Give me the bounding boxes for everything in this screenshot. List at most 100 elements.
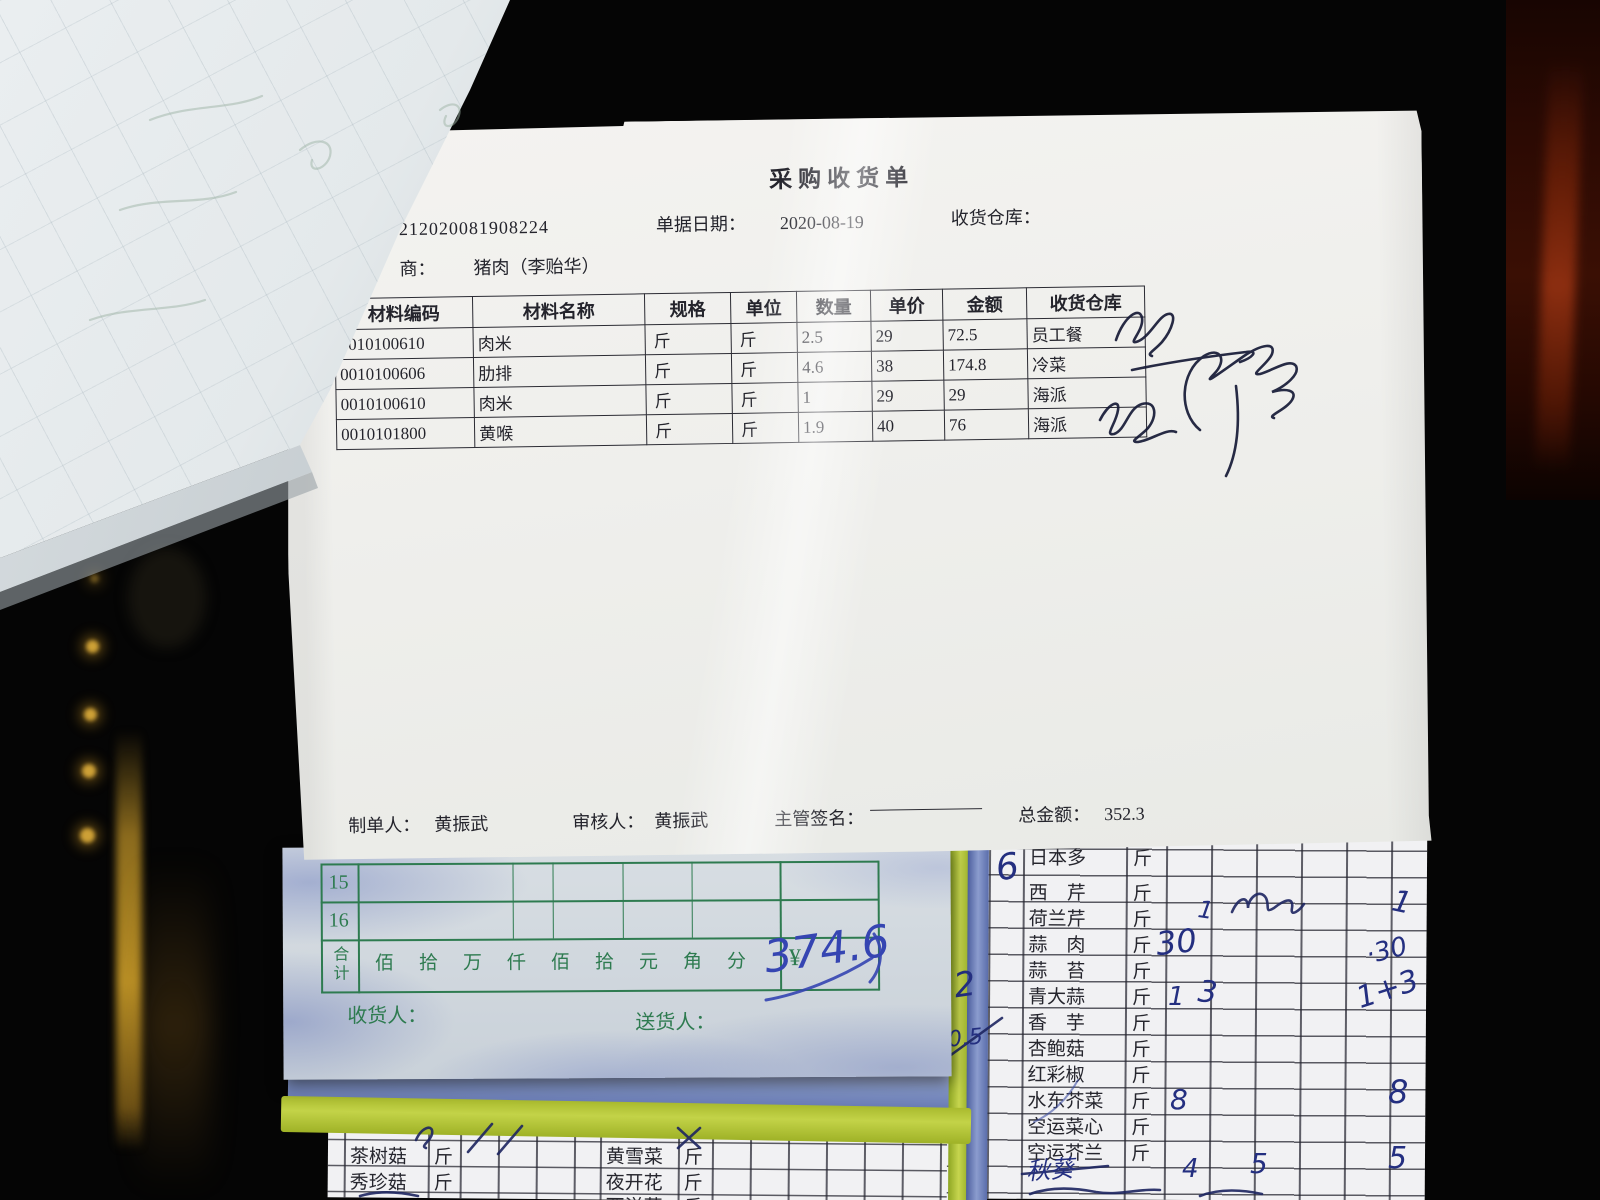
item-name: 黄雪菜	[605, 1146, 664, 1169]
checker-name: 黄振武	[654, 810, 709, 832]
item-name: 杏鲍菇	[1027, 1038, 1085, 1061]
date-value: 2020-08-19	[779, 211, 865, 234]
cell-spec: 斤	[646, 383, 732, 414]
warehouse-label: 收货仓库：	[950, 207, 1041, 229]
handwritten-qty: 2	[951, 963, 979, 1007]
item-unit: 斤	[1132, 987, 1152, 1009]
item-name: 秀珍菇	[349, 1172, 407, 1194]
item-name: 荷兰芹	[1028, 908, 1086, 931]
gold-light-streak	[116, 730, 142, 1150]
cell-qty: 1	[798, 381, 872, 412]
cell-unit: 斤	[732, 412, 798, 443]
handwritten-qty: 6	[993, 845, 1022, 890]
handwritten-qty: 4	[1182, 1154, 1199, 1184]
cell-name: 肋排	[473, 355, 645, 388]
deliverer-label: 送货人：	[635, 1011, 716, 1034]
page-title: 采购收货单	[768, 165, 915, 193]
denomination: 万	[462, 952, 483, 974]
handwritten-qty: 8	[1170, 1083, 1188, 1116]
item-name: 西 芹	[1028, 882, 1086, 905]
item-unit: 斤	[683, 1192, 702, 1200]
handwritten-qty: 30	[1154, 920, 1199, 964]
cell-amount: 72.5	[943, 319, 1027, 350]
receiver-label: 收货人：	[347, 1004, 428, 1028]
col-header: 收货仓库	[1026, 286, 1144, 319]
col-header: 材料名称	[472, 294, 644, 328]
date-label: 单据日期：	[655, 213, 747, 236]
supplier-label: 商：	[399, 258, 436, 280]
sign-label: 主管签名：	[774, 807, 865, 830]
materials-table: 材料编码 材料名称 规格 单位 数量 单价 金额 收货仓库 0010100610…	[334, 285, 1147, 450]
item-unit: 斤	[433, 1147, 454, 1169]
glow-dot	[86, 640, 99, 653]
handwritten-qty: 3	[1196, 974, 1219, 1011]
item-unit: 斤	[1131, 1117, 1151, 1139]
cell-unit: 斤	[731, 352, 797, 383]
cell-code: 0010100606	[335, 358, 473, 390]
checker-label: 审核人：	[572, 811, 645, 833]
item-name: 西洋菜	[605, 1192, 662, 1200]
cell-code: 0010100610	[336, 388, 474, 420]
col-header: 金额	[942, 288, 1026, 320]
row-number: 16	[328, 909, 349, 932]
cell-name: 肉米	[473, 325, 645, 358]
cell-qty: 1.9	[798, 411, 872, 442]
item-unit: 斤	[1131, 1013, 1152, 1035]
cell-price: 29	[872, 380, 944, 411]
item-unit: 斤	[1131, 1065, 1151, 1087]
cell-spec: 斤	[645, 353, 731, 384]
cell-code: 0010100610	[335, 328, 473, 360]
cell-unit: 斤	[731, 322, 797, 353]
handwritten-qty: 5	[1388, 1141, 1408, 1176]
item-unit: 斤	[1130, 1143, 1151, 1165]
maker-name: 黄振武	[434, 813, 489, 835]
cell-price: 40	[872, 410, 944, 441]
item-unit: 斤	[1132, 909, 1152, 931]
item-name: 空运菜心	[1027, 1116, 1104, 1139]
item-name: 水东芥菜	[1027, 1090, 1104, 1113]
cell-name: 黄喉	[474, 415, 646, 448]
cell-unit: 斤	[732, 382, 798, 413]
maker-label: 制单人：	[348, 814, 421, 837]
cell-code: 0010101800	[336, 418, 474, 450]
denomination: 佰	[550, 952, 571, 974]
denomination: 元	[638, 951, 659, 973]
item-name: 香 芋	[1027, 1012, 1086, 1035]
glow-dot	[82, 764, 96, 778]
item-name: 茶树菇	[349, 1146, 408, 1168]
col-header: 单价	[870, 289, 942, 321]
col-header: 规格	[644, 292, 730, 324]
item-name: 蒜 肉	[1028, 934, 1086, 957]
cell-spec: 斤	[645, 323, 731, 354]
cell-amount: 174.8	[943, 349, 1027, 380]
cell-price: 38	[871, 350, 943, 381]
cell-warehouse: 冷菜	[1027, 347, 1145, 379]
cell-warehouse: 海派	[1028, 377, 1146, 409]
item-name: 红彩椒	[1027, 1064, 1085, 1087]
item-unit: 斤	[433, 1173, 453, 1195]
cell-amount: 29	[944, 379, 1028, 410]
item-unit: 斤	[1131, 1091, 1151, 1113]
item-unit: 斤	[1132, 883, 1152, 905]
col-header: 数量	[796, 290, 870, 322]
item-unit: 斤	[1131, 1039, 1151, 1061]
cell-spec: 斤	[646, 413, 732, 444]
cell-warehouse: 海派	[1028, 407, 1146, 439]
glow-dot	[84, 708, 97, 721]
dark-knob-shape	[128, 548, 206, 648]
item-name: 青大蒜	[1028, 986, 1086, 1009]
glow-dot	[80, 828, 95, 843]
cell-qty: 2.5	[797, 321, 871, 352]
item-unit: 斤	[683, 1147, 704, 1169]
cell-price: 29	[871, 320, 943, 351]
receipt-sheet: 采购收货单 ： 212020081908224 单据日期： 2020-08-19…	[281, 109, 1432, 863]
handwritten-qty: 8	[1388, 1073, 1409, 1111]
doc-number: 212020081908224	[398, 216, 550, 240]
denomination: 分	[726, 951, 747, 973]
cell-name: 肉米	[474, 385, 646, 418]
carbon-strip-blue-vertical	[966, 835, 989, 1200]
denomination: 佰	[374, 953, 395, 975]
item-unit: 斤	[1132, 848, 1153, 870]
handwritten-qty: 0.5	[946, 1024, 985, 1053]
